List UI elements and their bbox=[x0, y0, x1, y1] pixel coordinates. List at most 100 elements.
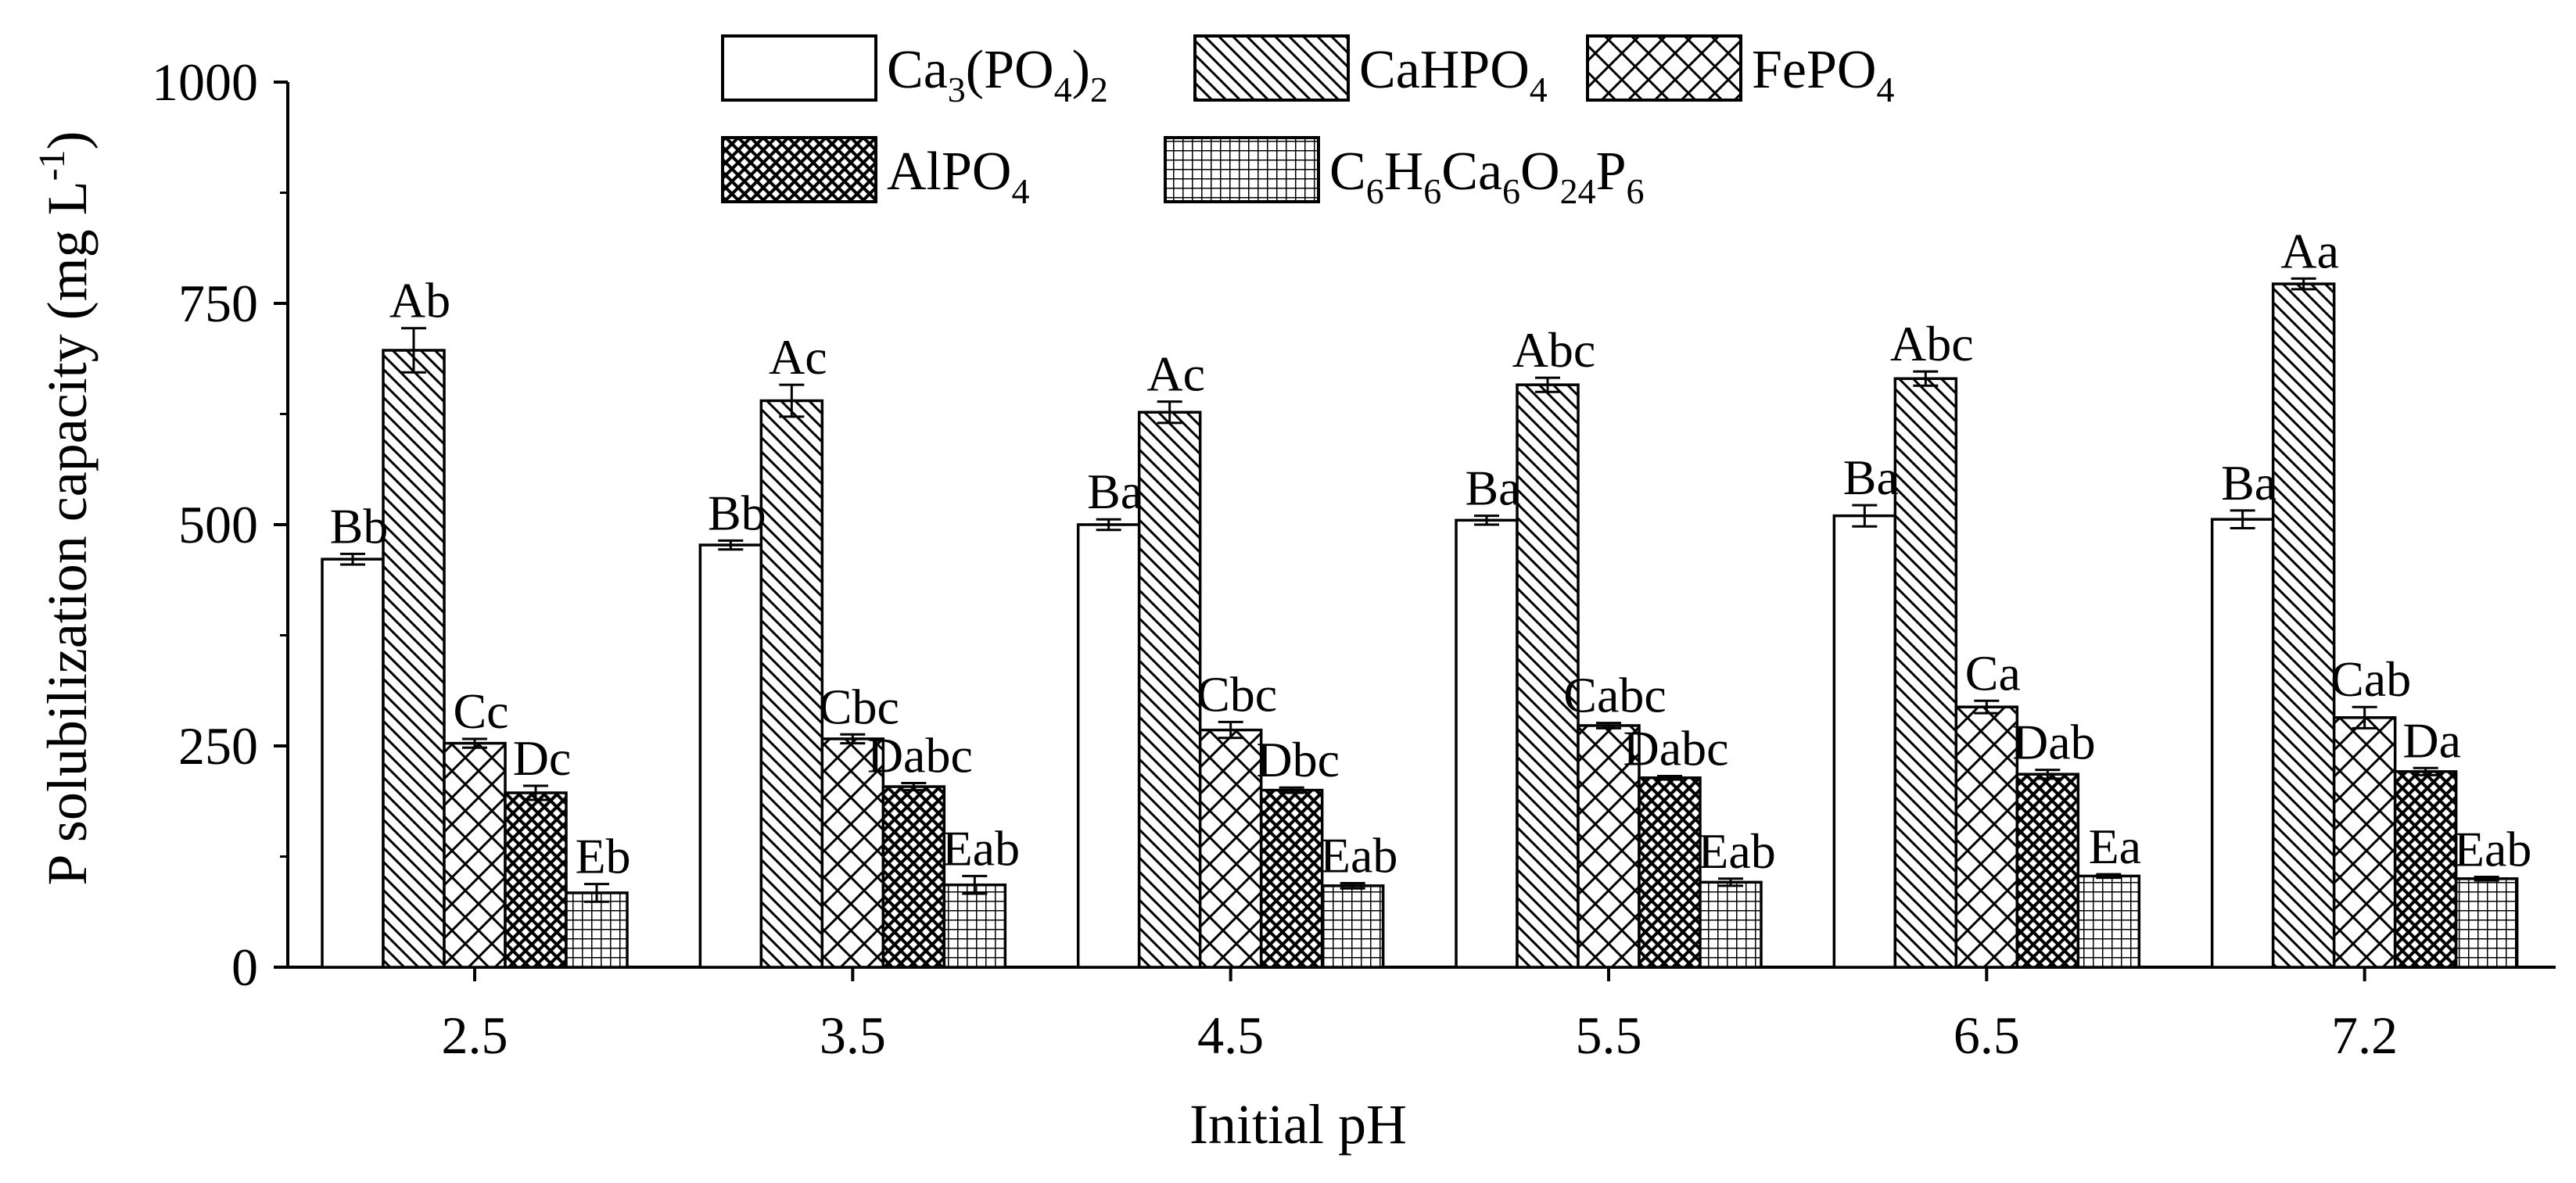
significance-label: Ab bbox=[389, 273, 450, 328]
legend-text-part: ) bbox=[1072, 40, 1090, 100]
significance-label: Cabc bbox=[1563, 668, 1667, 723]
bar bbox=[1577, 724, 1641, 969]
y-axis-title: P solubilization capacity (mg L-1) bbox=[31, 131, 99, 885]
legend-text-part: (PO bbox=[966, 40, 1054, 100]
bar bbox=[2210, 518, 2275, 969]
x-tick-label: 5.5 bbox=[1576, 1006, 1642, 1065]
y-axis-title-close: ) bbox=[36, 131, 99, 149]
y-tick-label: 1000 bbox=[152, 52, 258, 112]
legend-text-part: P bbox=[1596, 142, 1627, 202]
significance-labels: BbAbCcDcEbBbAcCbcDabcEabBaAcCbcDbcEabBaA… bbox=[330, 223, 2532, 884]
x-tick-label: 6.5 bbox=[1954, 1006, 2020, 1065]
legend-swatch bbox=[1164, 136, 1320, 203]
bar bbox=[759, 399, 824, 969]
legend-label: FePO4 bbox=[1752, 40, 1894, 109]
bar bbox=[1320, 884, 1385, 969]
legend-subscript: 6 bbox=[1627, 171, 1645, 211]
legend-swatch bbox=[721, 34, 877, 102]
legend-subscript: 4 bbox=[1054, 70, 1072, 109]
significance-label: Cbc bbox=[1197, 666, 1277, 722]
significance-label: Bb bbox=[330, 498, 389, 554]
bar bbox=[1137, 410, 1202, 969]
significance-label: Abc bbox=[1890, 316, 1974, 371]
x-tick-label: 3.5 bbox=[820, 1006, 886, 1065]
legend-text-part: C bbox=[1329, 142, 1366, 202]
legend-text-part: Ca bbox=[887, 40, 948, 100]
significance-label: Ca bbox=[1965, 645, 2021, 701]
significance-label: Aa bbox=[2280, 223, 2339, 278]
significance-label: Dabc bbox=[867, 728, 973, 783]
x-axis-title: Initial pH bbox=[1189, 1093, 1407, 1156]
bar bbox=[1259, 788, 1324, 969]
x-axis-ticks: 2.5 3.5 4.5 5.5 6.5 7.2 bbox=[442, 967, 2398, 1065]
legend-swatch bbox=[721, 136, 877, 203]
y-axis-title-main: P solubilization capacity (mg L bbox=[36, 181, 99, 885]
bar bbox=[698, 543, 763, 969]
legend-subscript: 4 bbox=[1011, 171, 1029, 211]
significance-label: Ea bbox=[2089, 819, 2142, 874]
bar bbox=[565, 891, 629, 969]
bar bbox=[2393, 770, 2458, 969]
bar bbox=[1893, 377, 1958, 969]
legend-swatch bbox=[1586, 34, 1742, 102]
y-axis-ticks: 0 250 500 750 1000 bbox=[152, 52, 288, 997]
significance-label: Ba bbox=[1087, 464, 1143, 519]
significance-label: Abc bbox=[1512, 322, 1596, 378]
significance-label: Eab bbox=[2454, 822, 2532, 877]
significance-label: Eab bbox=[942, 820, 1021, 876]
bar bbox=[820, 737, 885, 969]
bar bbox=[1516, 383, 1580, 969]
legend-text-part: H bbox=[1384, 142, 1424, 202]
legend-text-part: FePO bbox=[1752, 40, 1876, 100]
x-tick-label: 4.5 bbox=[1197, 1006, 1264, 1065]
legend-text-part: CaHPO bbox=[1359, 40, 1530, 100]
significance-label: Cab bbox=[2330, 651, 2411, 707]
significance-label: Cc bbox=[453, 683, 508, 739]
significance-label: Eab bbox=[1698, 823, 1776, 879]
significance-label: Da bbox=[2402, 712, 2461, 768]
y-tick-label: 750 bbox=[178, 274, 258, 333]
y-tick-label: 250 bbox=[178, 716, 258, 776]
significance-label: Ba bbox=[1843, 450, 1899, 505]
legend-subscript: 24 bbox=[1560, 171, 1596, 211]
bar bbox=[1954, 705, 2019, 969]
legend-label: CaHPO4 bbox=[1359, 40, 1548, 109]
legend-text-part: AlPO bbox=[887, 142, 1011, 202]
legend-subscript: 4 bbox=[1876, 70, 1894, 109]
bar bbox=[2454, 877, 2519, 969]
significance-label: Eb bbox=[575, 829, 630, 884]
bar bbox=[1699, 880, 1763, 969]
significance-label: Bb bbox=[708, 485, 766, 540]
significance-label: Ba bbox=[1465, 461, 1520, 516]
legend-subscript: 4 bbox=[1530, 70, 1548, 109]
legend-text-part: O bbox=[1520, 142, 1560, 202]
bar bbox=[443, 741, 507, 969]
legend-subscript: 6 bbox=[1423, 171, 1441, 211]
y-axis-title-superscript: -1 bbox=[31, 149, 73, 181]
bar-groups bbox=[321, 277, 2519, 969]
legend-swatch bbox=[1193, 34, 1350, 102]
bar bbox=[2271, 282, 2336, 969]
legend-label: Ca3(PO4)2 bbox=[887, 40, 1108, 109]
significance-label: Dc bbox=[513, 730, 572, 786]
x-tick-label: 7.2 bbox=[2331, 1006, 2398, 1065]
legend-subscript: 6 bbox=[1366, 171, 1384, 211]
bar bbox=[881, 785, 946, 969]
significance-label: Dabc bbox=[1623, 720, 1728, 776]
x-tick-label: 2.5 bbox=[442, 1006, 508, 1065]
bar bbox=[382, 349, 446, 969]
bar bbox=[2015, 773, 2080, 969]
bar bbox=[1638, 776, 1702, 969]
significance-label: Dbc bbox=[1256, 732, 1340, 787]
bar bbox=[1455, 518, 1519, 969]
significance-label: Cbc bbox=[819, 679, 899, 734]
bar bbox=[1832, 514, 1897, 969]
bar bbox=[504, 791, 568, 969]
legend-subscript: 3 bbox=[948, 70, 966, 109]
significance-label: Ac bbox=[769, 329, 827, 385]
legend-subscript: 2 bbox=[1090, 70, 1108, 109]
bar bbox=[2076, 874, 2141, 969]
significance-label: Ba bbox=[2221, 455, 2276, 511]
